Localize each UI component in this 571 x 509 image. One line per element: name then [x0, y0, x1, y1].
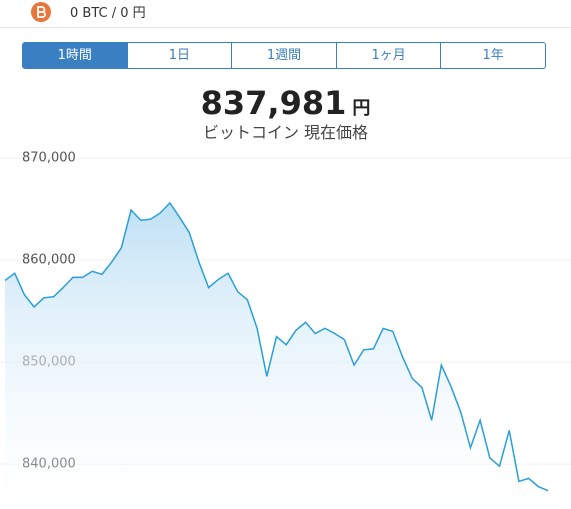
- price-unit: 円: [352, 98, 371, 119]
- y-tick-label: 860,000: [22, 253, 76, 268]
- tab[interactable]: 1週間: [231, 43, 336, 68]
- tab[interactable]: 1時間: [23, 43, 127, 68]
- price: 837,981 円: [0, 84, 571, 122]
- balance: 0 BTC / 0 円: [70, 6, 146, 21]
- price-amount: 837,981: [200, 84, 347, 122]
- top-bar: 0 BTC / 0 円: [0, 0, 571, 28]
- tab[interactable]: 1日: [126, 43, 232, 68]
- price-line: [4, 201, 549, 492]
- period-tabs: 1時間 1日 1週間 1ヶ月 1年: [22, 42, 546, 69]
- price-caption: ビットコイン 現在価格: [202, 123, 369, 142]
- y-tick-label: 870,000: [22, 151, 76, 166]
- bitcoin-icon: [31, 2, 51, 22]
- tab[interactable]: 1年: [440, 43, 545, 68]
- area-fill: [5, 202, 548, 509]
- tab[interactable]: 1ヶ月: [335, 43, 441, 68]
